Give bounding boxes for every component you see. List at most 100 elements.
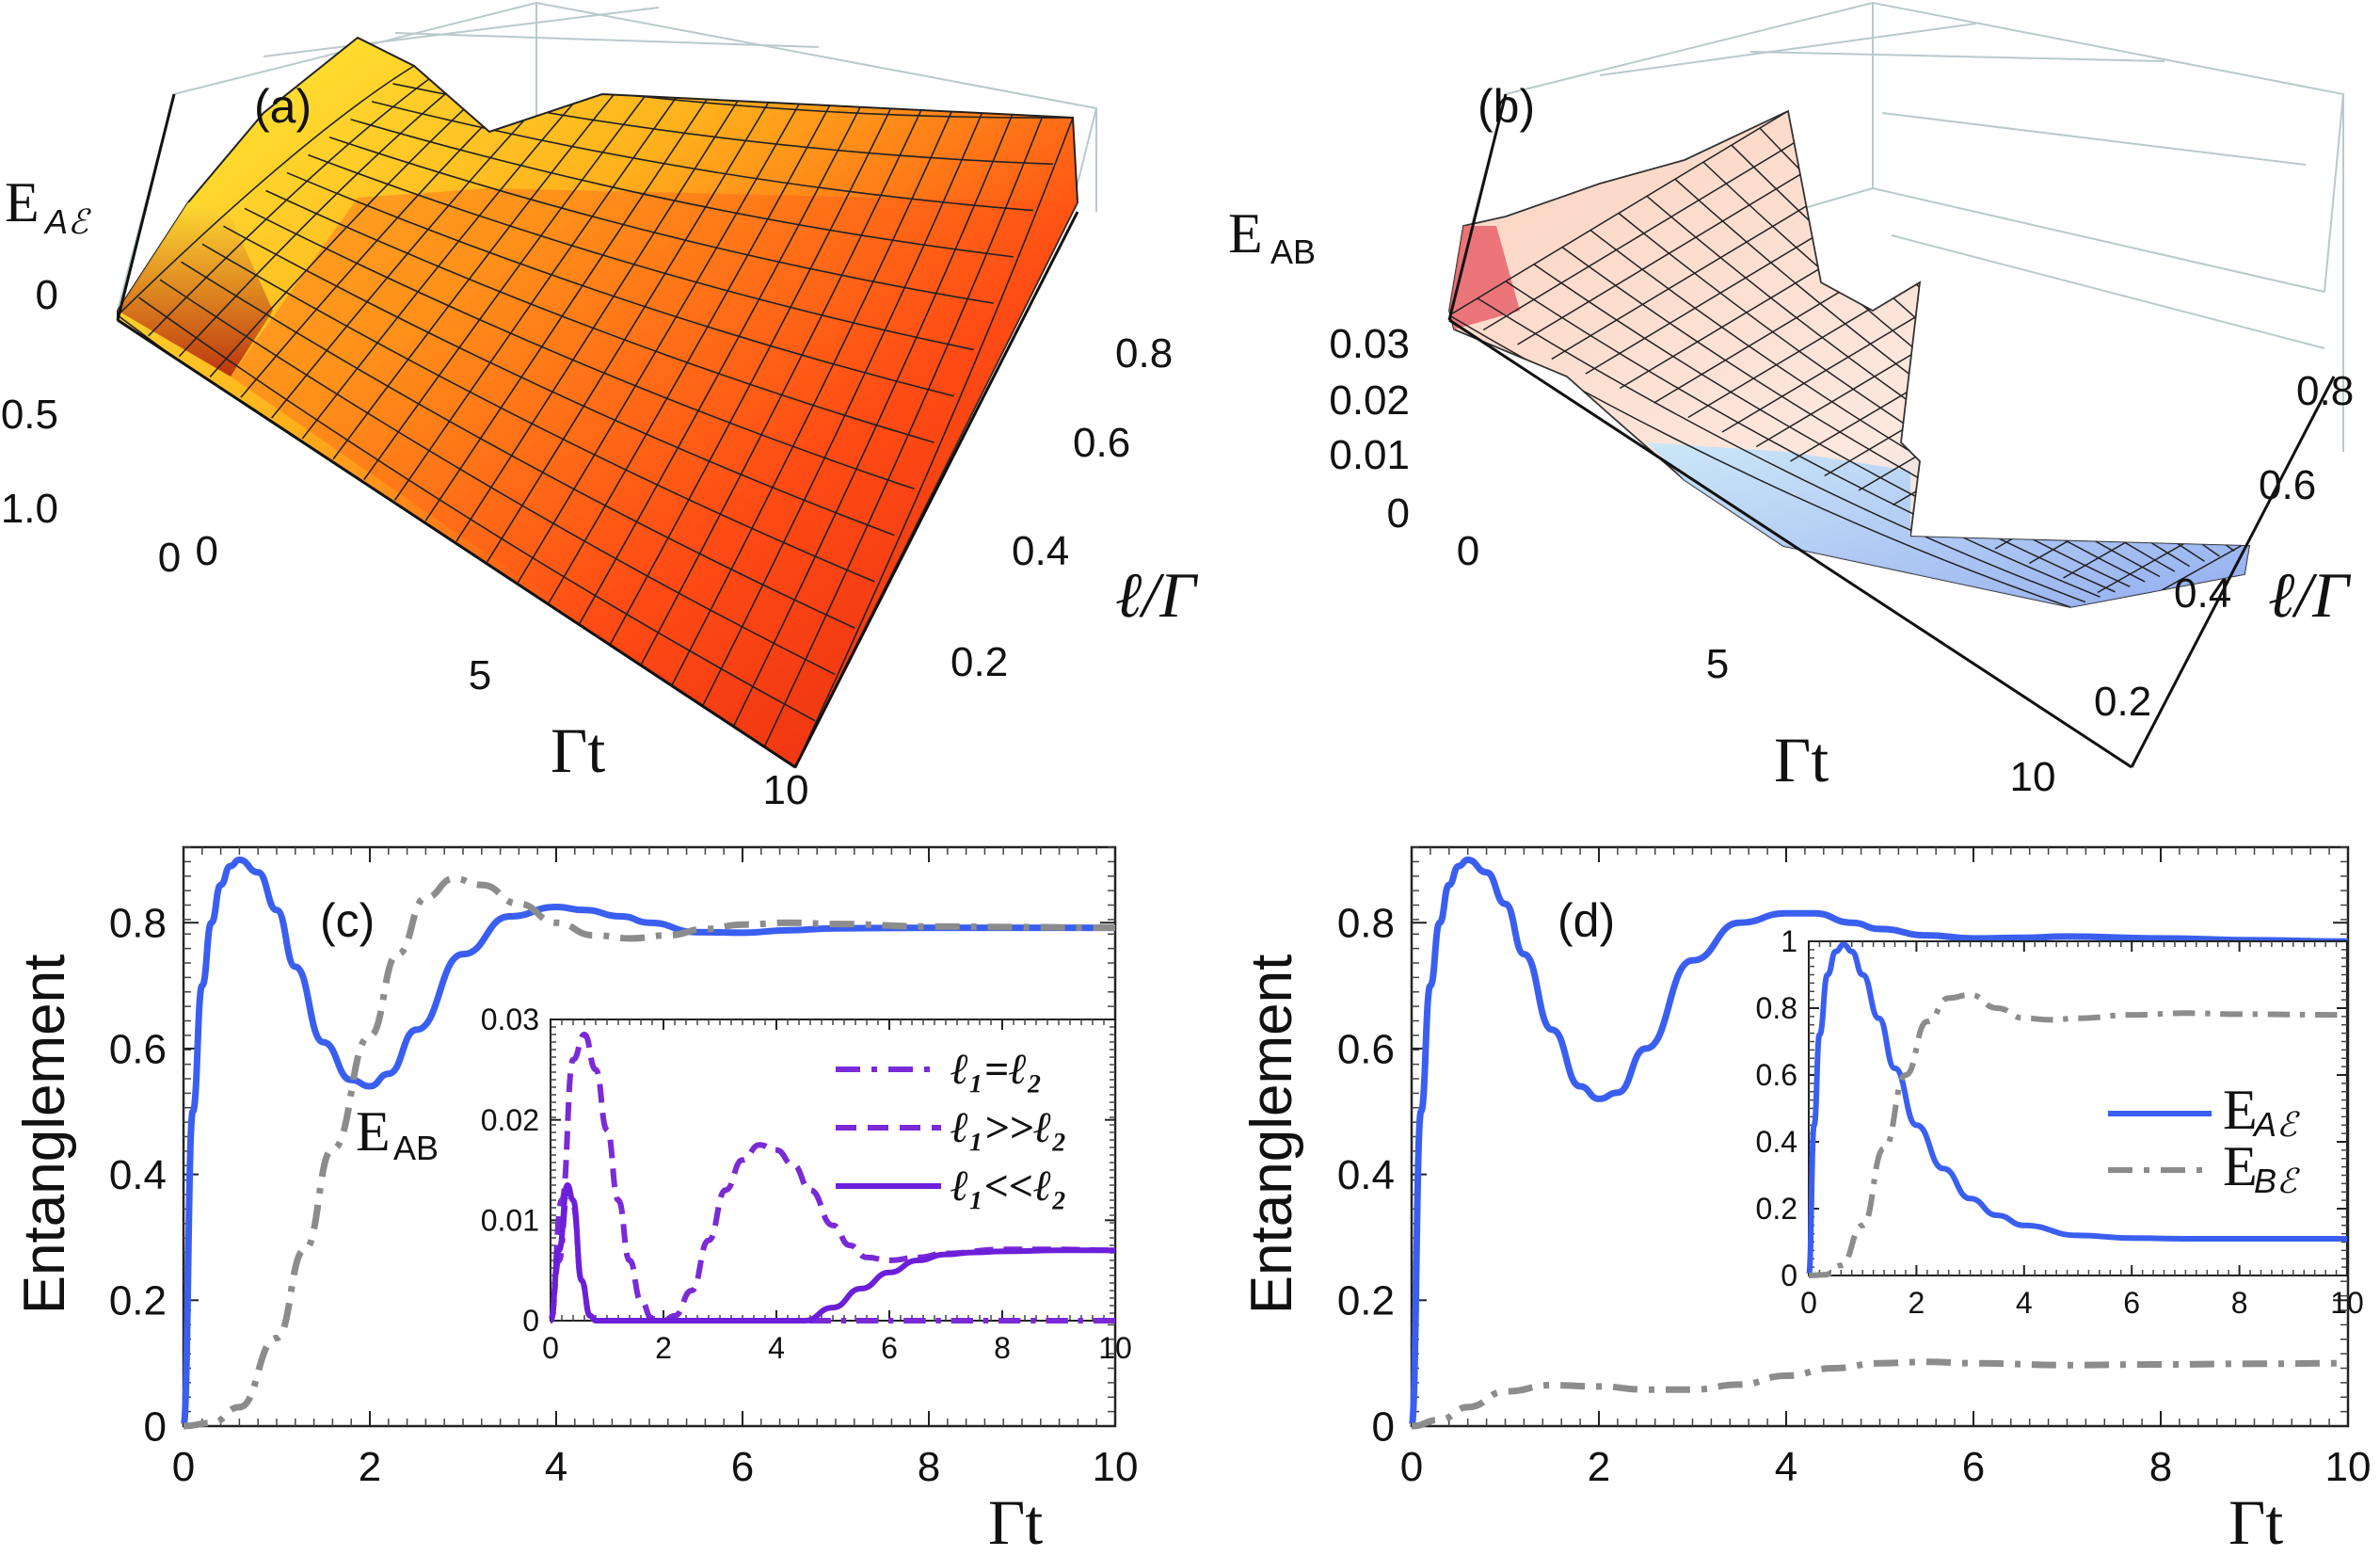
b-ztick-0: 0 bbox=[1387, 490, 1410, 537]
mesh-b-line-l bbox=[1477, 297, 2086, 603]
b-ytick-2: 0.6 bbox=[2259, 462, 2316, 508]
mesh-b-line-l bbox=[1505, 281, 2100, 598]
d-inset-x-tick-label: 6 bbox=[2123, 1286, 2140, 1320]
a-ztick-0b: 0 bbox=[196, 528, 218, 574]
d-inset-x-tick-label: 2 bbox=[1909, 1286, 1925, 1320]
panel-d-label: (d) bbox=[1557, 894, 1615, 947]
c-legend-label-0: ℓ₁=ℓ₂ bbox=[950, 1045, 1043, 1093]
panel-c-label: (c) bbox=[320, 894, 375, 947]
c-inset-x-tick-label: 6 bbox=[881, 1331, 898, 1365]
d-series-1 bbox=[1411, 1358, 2349, 1430]
d-series-0 bbox=[1408, 856, 2349, 1430]
mesh-a-line-l bbox=[181, 261, 855, 629]
panel-c: 0 2 4 6 8 10 0 0.2 0.4 0.6 0.8 0 2 4 6 8 10 0 0.01 0.02 0.0… bbox=[12, 845, 1139, 1556]
d-inset-x-tick-label: 0 bbox=[1800, 1286, 1817, 1320]
d-x-tick-label: 8 bbox=[2149, 1444, 2172, 1490]
a-xtick-0: 0 bbox=[158, 535, 181, 581]
mesh-a-line-l bbox=[201, 243, 875, 583]
panel-b-ylabel: ℓ/Γ bbox=[2268, 559, 2351, 631]
b-xtick-2: 10 bbox=[2010, 754, 2056, 800]
d-inset-y-tick-label: 0.4 bbox=[1756, 1125, 1797, 1159]
mesh-a-line-l bbox=[328, 136, 994, 304]
mesh-b-line-l bbox=[1533, 264, 2116, 593]
mesh-a-line-l bbox=[223, 225, 895, 537]
mesh-a-line-l bbox=[286, 171, 954, 397]
d-legend-sub-0: Aℰ bbox=[2252, 1105, 2300, 1144]
d-y-tick-label: 0.4 bbox=[1337, 1152, 1395, 1198]
panel-d-ylabel: Entanglement bbox=[1239, 954, 1304, 1315]
c-y-tick-label: 0 bbox=[144, 1404, 167, 1450]
c-inset-y-tick-label: 0.03 bbox=[481, 1003, 539, 1036]
mesh-b-line-t bbox=[1551, 174, 1858, 361]
d-inset-y-tick-label: 0.6 bbox=[1756, 1058, 1797, 1092]
mesh-a-line-t bbox=[487, 93, 775, 563]
d-legend-label-1: E bbox=[2223, 1135, 2258, 1197]
panel-b-xlabel: Γt bbox=[1774, 724, 1829, 795]
panel-a-surface bbox=[117, 36, 1079, 769]
mesh-b-line-t bbox=[1960, 433, 2134, 536]
d-inset-x-tick-label: 4 bbox=[2016, 1286, 2033, 1320]
mesh-a-line-t bbox=[118, 65, 415, 316]
c-inset-y-tick-label: 0.02 bbox=[481, 1103, 539, 1137]
panel-b-axes bbox=[1447, 93, 2336, 769]
mesh-a-line-l bbox=[308, 153, 974, 351]
panel-a-ylabel: ℓ/Γ bbox=[1115, 559, 1198, 631]
c-series-1 bbox=[183, 874, 1116, 1430]
mesh-a-line-l bbox=[265, 189, 934, 443]
a-ytick-2: 0.6 bbox=[1073, 420, 1130, 466]
mesh-a-line-t bbox=[671, 107, 954, 686]
panel-c-ylabel: Entanglement bbox=[12, 954, 77, 1315]
mesh-a-line-l bbox=[159, 279, 836, 676]
mesh-a-line-t bbox=[517, 96, 805, 584]
mesh-a-line-t bbox=[763, 115, 1044, 747]
a-ztick-0: 0 bbox=[36, 272, 58, 318]
mesh-b-line-t bbox=[1926, 411, 2112, 521]
mesh-a-line-t bbox=[640, 105, 924, 666]
d-x-tick-label: 10 bbox=[2325, 1444, 2372, 1490]
panel-a-label: (a) bbox=[254, 80, 311, 133]
d-x-tick-label: 2 bbox=[1588, 1444, 1610, 1490]
b-zlabel-sub: AB bbox=[1270, 233, 1316, 271]
c-inset-series-2 bbox=[548, 1182, 1115, 1324]
mesh-a-line-l bbox=[371, 101, 1033, 212]
mesh-b-line-t bbox=[1994, 454, 2158, 550]
c-x-tick-label: 4 bbox=[545, 1444, 567, 1490]
d-inset-x-tick-label: 10 bbox=[2330, 1286, 2364, 1320]
d-inset-y-tick-label: 1 bbox=[1781, 924, 1797, 958]
d-legend-sub-1: Bℰ bbox=[2254, 1162, 2300, 1200]
a-ztick-2: 1.0 bbox=[1, 486, 58, 532]
mesh-a-line-t bbox=[148, 67, 445, 337]
panel-a-ticks: 0 0.5 1.0 0 0 5 10 0.2 0.4 0.6 0.8 bbox=[1, 272, 1173, 813]
c-annotation-sub: AB bbox=[393, 1129, 439, 1167]
c-inset-series-0 bbox=[548, 1192, 1115, 1324]
panel-c-annotation: E AB bbox=[356, 1100, 439, 1167]
panel-d: 0 2 4 6 8 10 0 0.2 0.4 0.6 0.8 0 2 4 6 8 10 0 0.2 0.4 0.6 0.… bbox=[1239, 845, 2372, 1556]
panel-a-mesh bbox=[118, 65, 1074, 767]
panel-d-xlabel: Γt bbox=[2228, 1486, 2283, 1556]
c-y-tick-label: 0.2 bbox=[109, 1278, 167, 1324]
c-x-tick-label: 0 bbox=[172, 1444, 195, 1490]
d-x-tick-label: 6 bbox=[1962, 1444, 1985, 1490]
mesh-a-line-t bbox=[548, 98, 835, 603]
mesh-b-line-l bbox=[1561, 247, 2131, 588]
d-inset-x-tick-label: 8 bbox=[2231, 1286, 2248, 1320]
c-x-tick-label: 10 bbox=[1093, 1444, 1139, 1490]
b-ztick-1: 0.01 bbox=[1329, 432, 1410, 478]
d-inset-y-tick-label: 0.8 bbox=[1756, 991, 1797, 1025]
mesh-a-line-t bbox=[332, 81, 625, 460]
a-xtick-2: 10 bbox=[763, 767, 809, 813]
panel-c-xlabel: Γt bbox=[988, 1486, 1043, 1556]
mesh-a-line-l bbox=[138, 297, 816, 722]
mesh-b-line-t bbox=[1517, 153, 1835, 345]
c-inset-x-tick-label: 8 bbox=[994, 1331, 1011, 1365]
c-inset-x-tick-label: 10 bbox=[1098, 1331, 1132, 1365]
c-inset-y-tick-label: 0 bbox=[522, 1304, 539, 1338]
mesh-a-line-t bbox=[794, 117, 1074, 767]
mesh-a-line-t bbox=[579, 101, 864, 624]
mesh-b-line-t bbox=[1892, 390, 2088, 506]
c-annotation-main: E bbox=[356, 1100, 391, 1163]
b-ztick-2: 0.02 bbox=[1329, 377, 1410, 424]
panel-c-inset: 0 2 4 6 8 10 0 0.01 0.02 0.03 ℓ₁=ℓ₂ ℓ₁>>ℓ₂ ℓ₁<<ℓ₂ bbox=[481, 1003, 1132, 1365]
b-ytick-3: 0.8 bbox=[2296, 368, 2354, 414]
c-series-0 bbox=[180, 856, 1115, 1430]
